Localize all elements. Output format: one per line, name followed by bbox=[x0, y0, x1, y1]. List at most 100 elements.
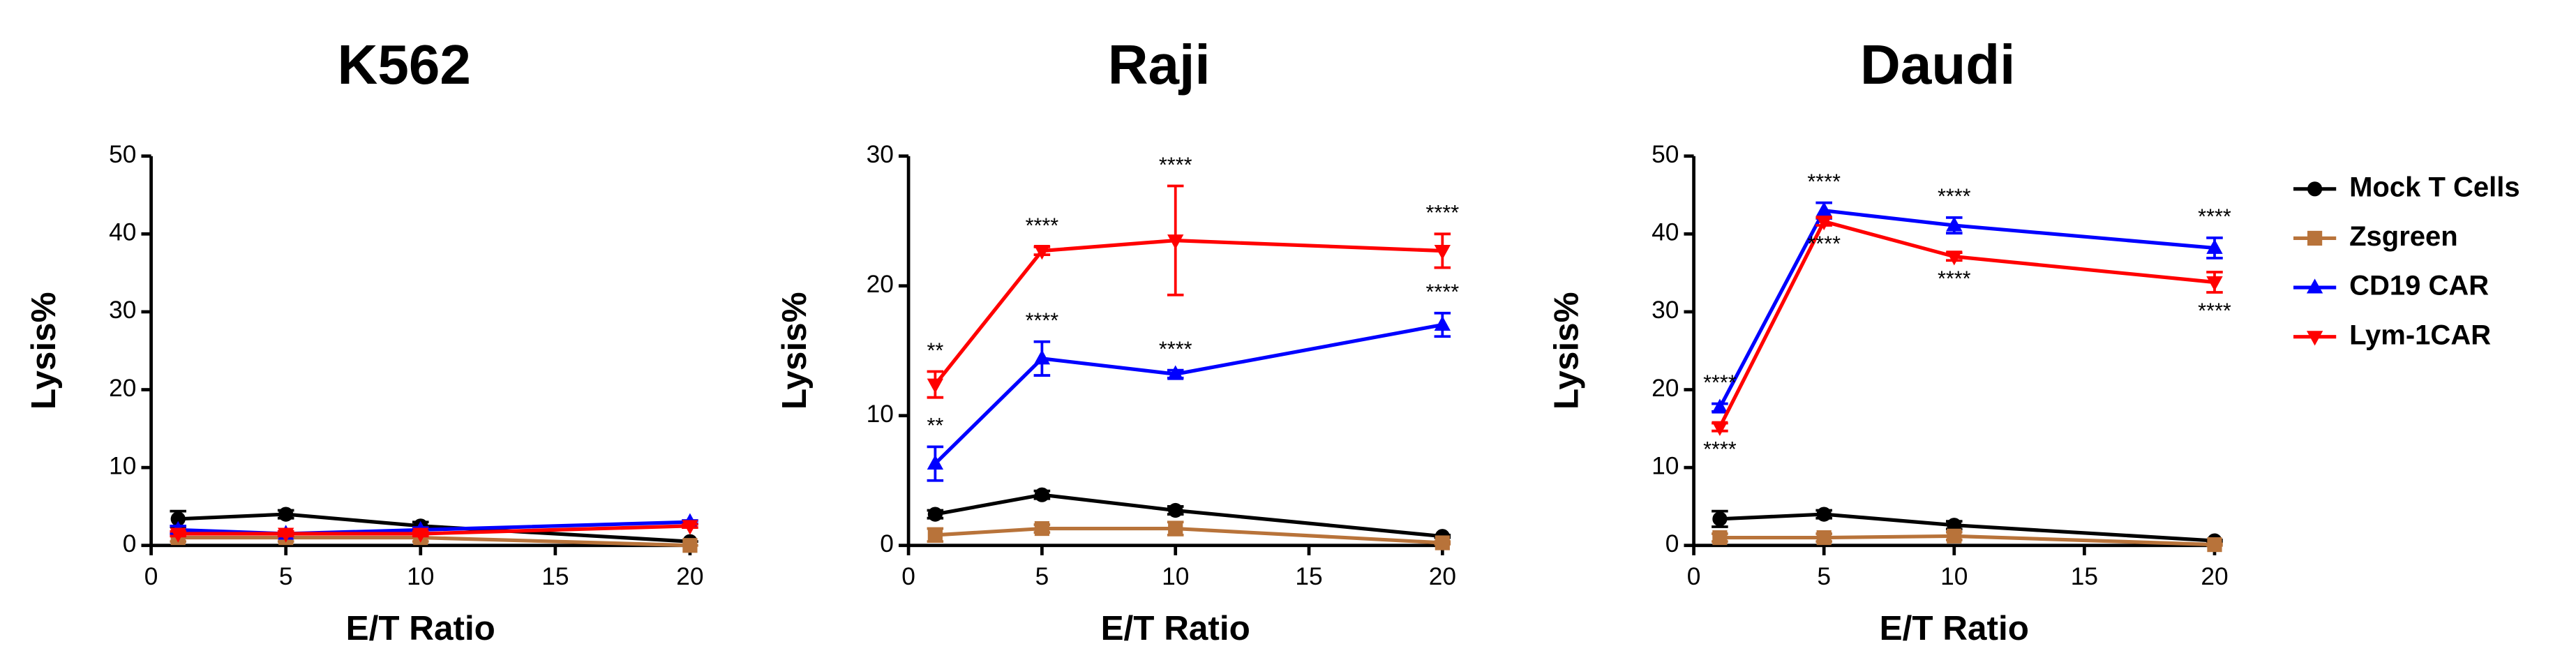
marker bbox=[1815, 215, 1832, 231]
x-tick-label: 10 bbox=[1940, 563, 1968, 590]
significance-label: ** bbox=[927, 414, 943, 437]
marker bbox=[1033, 245, 1051, 260]
significance-label: **** bbox=[2198, 299, 2231, 322]
series bbox=[1712, 530, 2223, 547]
y-tick-label: 0 bbox=[880, 530, 894, 557]
series-line bbox=[178, 524, 691, 536]
y-tick-label: 20 bbox=[867, 271, 894, 298]
y-tick-label: 50 bbox=[109, 141, 136, 168]
x-tick-label: 20 bbox=[676, 563, 703, 590]
series-line bbox=[1718, 219, 2215, 428]
series-line bbox=[1719, 534, 2215, 547]
marker bbox=[1946, 216, 1963, 232]
x-tick-label: 5 bbox=[1817, 563, 1831, 590]
marker bbox=[1946, 250, 1963, 266]
significance-label: **** bbox=[1703, 370, 1737, 394]
significance-label: **** bbox=[2198, 205, 2231, 229]
x-tick-label: 0 bbox=[1687, 563, 1701, 590]
series-line bbox=[178, 535, 691, 548]
marker bbox=[2306, 278, 2323, 294]
series: **** **** **** **** bbox=[1703, 170, 2231, 413]
series-line bbox=[934, 322, 1443, 465]
series-line bbox=[934, 239, 1443, 386]
series-line bbox=[1718, 209, 2215, 409]
legend-label: Mock T Cells bbox=[2349, 172, 2520, 202]
x-tick-label: 20 bbox=[1429, 563, 1456, 590]
legend-label: Lym-1CAR bbox=[2349, 320, 2491, 350]
marker bbox=[170, 511, 186, 527]
x-tick-label: 0 bbox=[901, 563, 915, 590]
marker bbox=[1168, 520, 1183, 537]
x-axis-label: E/T Ratio bbox=[1880, 609, 2029, 647]
marker bbox=[1816, 530, 1832, 546]
chart-title: Daudi bbox=[1860, 33, 2015, 96]
series bbox=[927, 520, 1451, 546]
series-line bbox=[1719, 512, 2215, 543]
marker bbox=[927, 378, 944, 394]
y-tick-label: 20 bbox=[109, 375, 136, 402]
x-axis-label: E/T Ratio bbox=[1101, 609, 1250, 647]
series-line bbox=[934, 493, 1443, 539]
significance-label: **** bbox=[1159, 337, 1192, 361]
y-tick-label: 10 bbox=[109, 452, 136, 479]
x-tick-label: 15 bbox=[541, 563, 569, 590]
marker bbox=[927, 527, 943, 543]
marker bbox=[1712, 398, 1728, 414]
series: ************** bbox=[927, 280, 1460, 482]
x-tick-label: 5 bbox=[279, 563, 293, 590]
y-axis-label: Lysis% bbox=[24, 292, 63, 410]
marker bbox=[2307, 230, 2323, 246]
significance-label: **** bbox=[1159, 153, 1192, 177]
chart-title: K562 bbox=[338, 33, 471, 96]
y-tick-label: 50 bbox=[1652, 141, 1679, 168]
marker bbox=[1816, 507, 1832, 522]
marker bbox=[2207, 537, 2222, 553]
marker bbox=[1434, 315, 1451, 331]
marker bbox=[1434, 245, 1451, 260]
marker bbox=[1712, 421, 1728, 436]
series-line bbox=[935, 526, 1443, 545]
series-line bbox=[178, 512, 691, 544]
marker bbox=[1712, 511, 1728, 527]
significance-label: **** bbox=[1938, 267, 1971, 291]
marker bbox=[682, 520, 698, 535]
marker bbox=[2307, 181, 2323, 197]
marker bbox=[2306, 331, 2323, 346]
y-tick-label: 20 bbox=[1652, 375, 1679, 402]
significance-label: **** bbox=[1938, 185, 1971, 209]
marker bbox=[682, 538, 698, 553]
significance-label: **** bbox=[1026, 214, 1059, 238]
legend-label: Zsgreen bbox=[2349, 221, 2458, 252]
marker bbox=[927, 454, 944, 470]
x-tick-label: 20 bbox=[2201, 563, 2228, 590]
chart-title: Raji bbox=[1108, 33, 1211, 96]
marker bbox=[1435, 535, 1450, 550]
significance-label: ** bbox=[927, 338, 943, 362]
y-tick-label: 0 bbox=[123, 530, 137, 557]
significance-label: **** bbox=[1807, 232, 1841, 255]
y-tick-label: 0 bbox=[1665, 530, 1679, 557]
significance-label: **** bbox=[1807, 170, 1841, 193]
x-tick-label: 15 bbox=[2071, 563, 2098, 590]
marker bbox=[927, 507, 943, 522]
significance-label: **** bbox=[1426, 201, 1460, 225]
significance-label: **** bbox=[1026, 309, 1059, 333]
x-tick-label: 15 bbox=[1295, 563, 1322, 590]
y-tick-label: 30 bbox=[1652, 297, 1679, 324]
marker bbox=[1168, 502, 1183, 518]
marker bbox=[2206, 276, 2223, 292]
x-tick-label: 10 bbox=[1162, 563, 1189, 590]
marker bbox=[412, 527, 429, 543]
marker bbox=[1712, 530, 1728, 546]
marker bbox=[1167, 234, 1184, 250]
marker bbox=[278, 507, 294, 522]
y-axis-label: Lysis% bbox=[1548, 292, 1586, 410]
y-axis-label: Lysis% bbox=[775, 292, 814, 410]
marker bbox=[278, 527, 294, 543]
y-tick-label: 30 bbox=[109, 297, 136, 324]
marker bbox=[1947, 528, 1962, 544]
significance-label: **** bbox=[1426, 280, 1460, 304]
significance-label: **** bbox=[1703, 437, 1737, 461]
marker bbox=[1167, 365, 1184, 380]
